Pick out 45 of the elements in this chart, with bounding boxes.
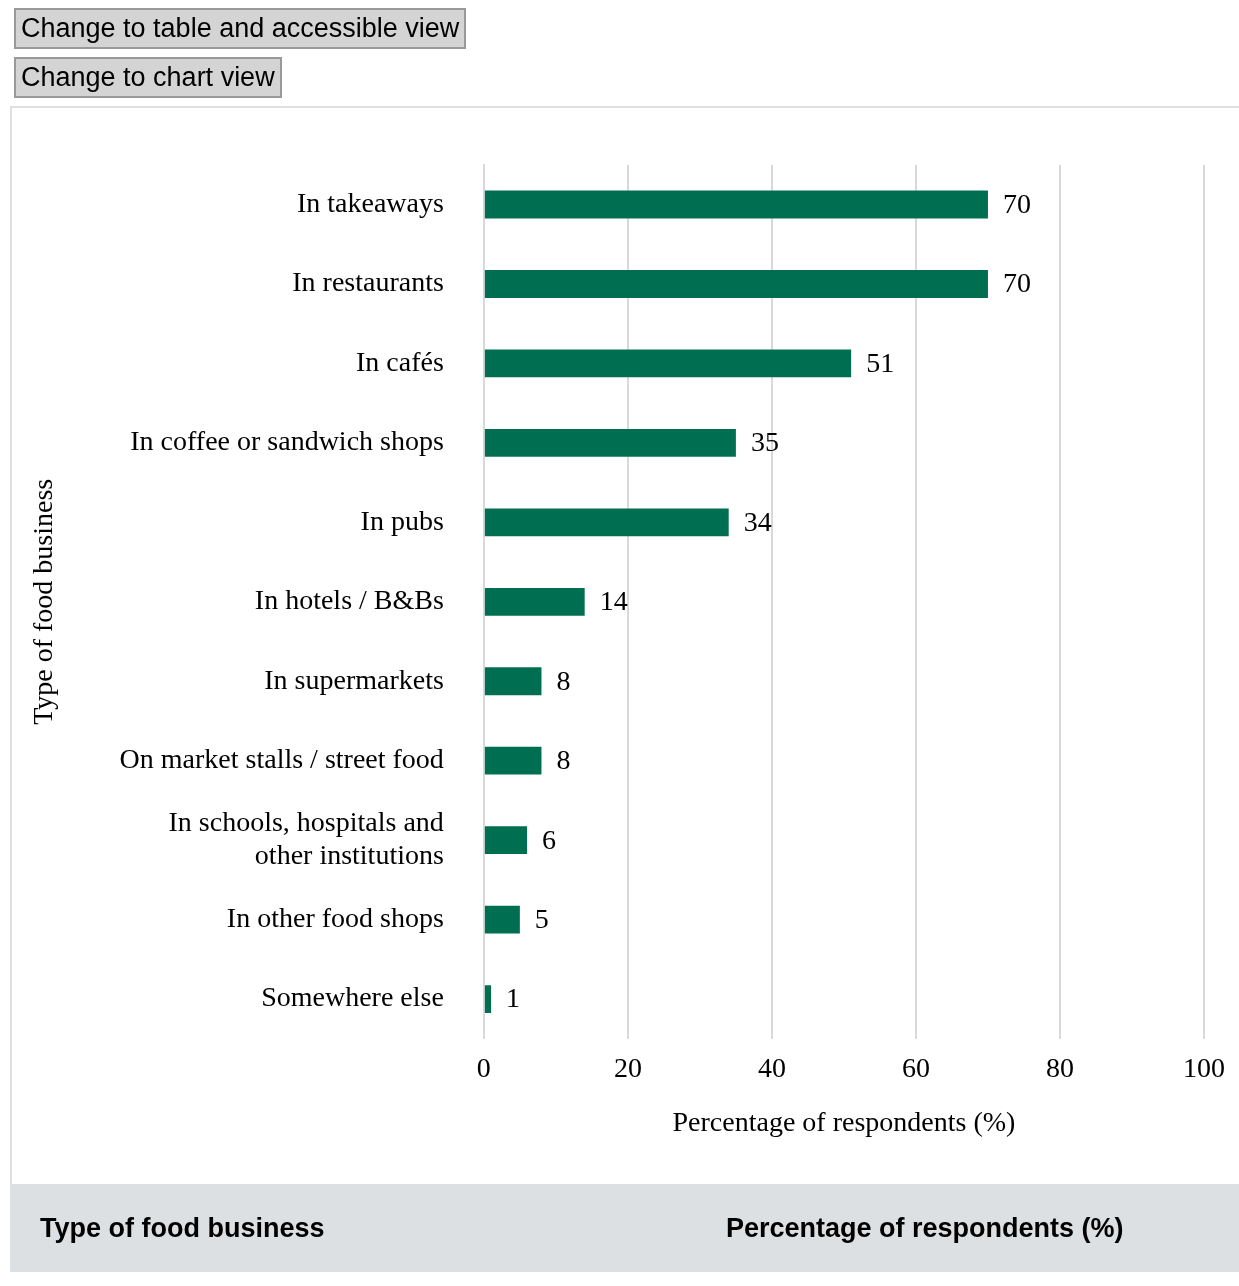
text: Change to chart view [14, 57, 282, 98]
y-tick-label: On market stalls / street food [119, 743, 444, 775]
bar [484, 905, 520, 934]
bar [484, 349, 852, 378]
text: Change to table and accessible view [14, 8, 467, 49]
data-label: 70 [1002, 267, 1031, 299]
x-axis-title: Percentage of respondents (%) [672, 1105, 1016, 1137]
data-label: 35 [750, 426, 779, 458]
data-label: 14 [599, 585, 628, 617]
text: Type of food business [27, 478, 59, 725]
y-tick-label: In pubs [360, 504, 444, 536]
bar [484, 190, 988, 219]
x-tick-label: 60 [901, 1051, 930, 1083]
y-axis-title: Type of food business [40, 1212, 326, 1244]
y-tick-label: In cafés [356, 345, 444, 377]
bar [484, 270, 988, 298]
x-tick-label: 0 [476, 1051, 491, 1083]
y-tick-label: In supermarkets [264, 663, 444, 695]
bar [484, 508, 729, 537]
bar [484, 746, 542, 775]
y-tick-label: In hotels / B&Bs [254, 584, 444, 616]
y-tick-label: In takeaways [296, 186, 444, 218]
data-label: 34 [743, 505, 772, 537]
data-label: 70 [1002, 187, 1031, 219]
bar [484, 667, 542, 696]
y-tick-label: Somewhere else [261, 981, 444, 1013]
data-label: 51 [866, 346, 895, 378]
x-tick-label: 100 [1183, 1051, 1225, 1083]
y-tick-label: In schools, hospitals and other institutions [168, 805, 444, 871]
x-tick-label: 40 [757, 1051, 786, 1083]
bar [484, 587, 585, 616]
bar [484, 985, 492, 1013]
bar [484, 428, 736, 457]
y-tick-label: In other food shops [226, 901, 444, 933]
y-tick-label: In coffee or sandwich shops [130, 425, 444, 457]
y-tick-label: In restaurants [292, 266, 444, 298]
x-tick-label: 20 [613, 1051, 642, 1083]
x-tick-label: 80 [1045, 1051, 1074, 1083]
data-label: 8 [556, 664, 571, 696]
data-label: 5 [534, 902, 549, 934]
data-label: 1 [506, 982, 521, 1014]
data-label: 8 [556, 744, 571, 776]
text: Percentage of respondents (%) [726, 1212, 1124, 1243]
data-label: 6 [542, 823, 557, 855]
bar [484, 826, 528, 855]
